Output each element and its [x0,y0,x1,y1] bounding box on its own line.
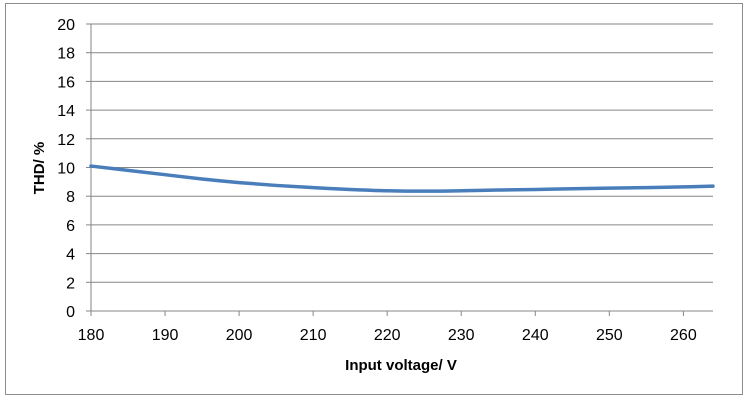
x-tick-labels: 180 190 200 210 220 230 240 250 260 [78,327,697,344]
series-line-0 [89,164,715,193]
y-tick-label-20: 20 [57,17,75,34]
x-axis-title: Input voltage/ V [345,357,457,374]
x-tick-label-230: 230 [448,327,475,344]
axes [86,23,713,316]
y-tick-label-4: 4 [66,247,75,264]
x-tick-label-180: 180 [78,327,105,344]
y-tick-label-14: 14 [57,103,75,120]
x-tick-label-210: 210 [300,327,327,344]
y-tick-label-18: 18 [57,46,75,63]
y-tick-label-0: 0 [66,304,75,321]
chart-frame [5,3,743,395]
x-tick-label-250: 250 [596,327,623,344]
x-tick-label-240: 240 [522,327,549,344]
y-axis-title: THD/ % [31,142,48,195]
x-tick-label-190: 190 [152,327,179,344]
y-tick-label-10: 10 [57,161,75,178]
x-tick-label-200: 200 [226,327,253,344]
x-tick-label-220: 220 [374,327,401,344]
y-tick-label-6: 6 [66,218,75,235]
y-tick-label-8: 8 [66,189,75,206]
grid-lines [91,23,713,283]
y-tick-label-2: 2 [66,275,75,292]
y-tick-label-16: 16 [57,74,75,91]
y-tick-labels: 0 2 4 6 8 10 12 14 16 18 20 [57,17,75,321]
y-tick-label-12: 12 [57,132,75,149]
series-layer [89,164,715,193]
x-tick-label-260: 260 [670,327,697,344]
